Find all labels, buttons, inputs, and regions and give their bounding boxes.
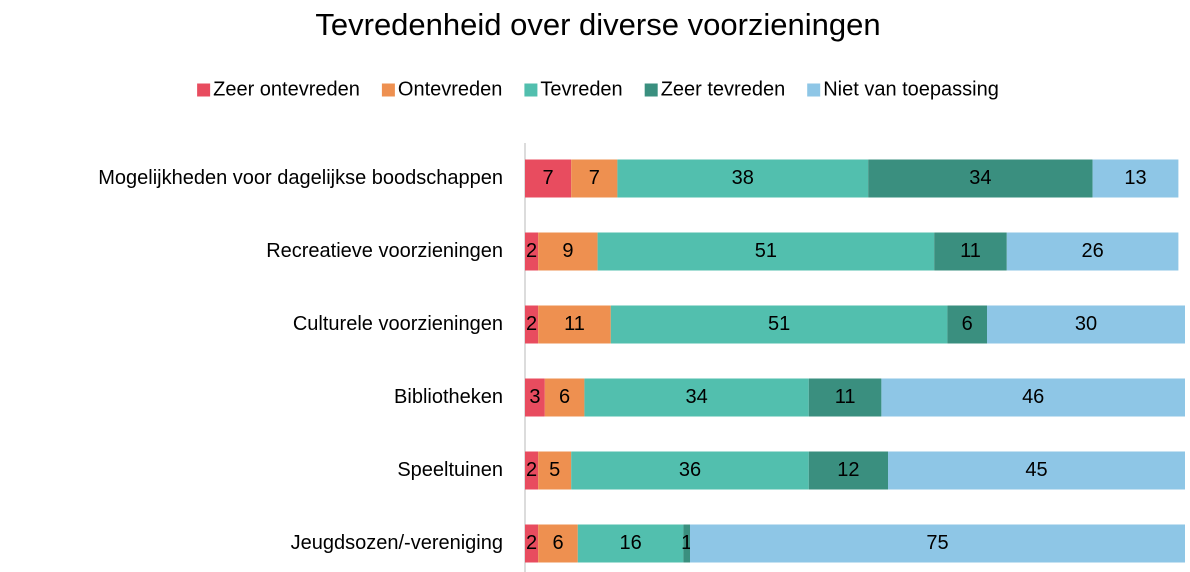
bar-segment (808, 378, 882, 417)
data-label: 11 (564, 313, 585, 335)
data-label: 46 (1022, 386, 1044, 408)
data-label: 6 (552, 532, 563, 554)
data-label: 2 (526, 240, 537, 262)
bar-segment (610, 305, 948, 344)
data-label: 38 (732, 167, 754, 189)
legend-swatch (524, 83, 538, 97)
bar-segment (538, 451, 572, 490)
data-label: 7 (543, 167, 554, 189)
bar-segment (947, 305, 987, 344)
data-label: 7 (589, 167, 600, 189)
data-label: 51 (755, 240, 777, 262)
legend-swatch (644, 83, 658, 97)
data-label: 11 (960, 240, 981, 262)
data-label: 36 (679, 459, 701, 481)
legend-label: Zeer tevreden (661, 78, 786, 100)
bar-segment (525, 232, 539, 271)
legend-label: Zeer ontevreden (213, 78, 360, 100)
legend-label: Tevreden (540, 78, 622, 100)
data-label: 2 (526, 459, 537, 481)
bar-segment (987, 305, 1185, 344)
legend-swatch (197, 83, 211, 97)
bar-segment (571, 451, 809, 490)
bar-segment (881, 378, 1185, 417)
bar-segment (617, 159, 869, 198)
y-tick-label: Jeugdsozen/-vereniging (291, 532, 503, 554)
bar-segment (525, 378, 545, 417)
data-label: 13 (1124, 167, 1146, 189)
data-label: 6 (559, 386, 570, 408)
bar-segment (1092, 159, 1179, 198)
data-label: 30 (1075, 313, 1097, 335)
data-label: 3 (529, 386, 540, 408)
bar-segment (584, 378, 809, 417)
data-label: 34 (685, 386, 707, 408)
bar-segment (525, 305, 539, 344)
data-label: 1 (681, 532, 692, 554)
data-label: 9 (562, 240, 573, 262)
bar-segment (571, 159, 618, 198)
data-label: 51 (768, 313, 790, 335)
data-label: 26 (1081, 240, 1103, 262)
bar-segment (525, 451, 539, 490)
legend-label: Niet van toepassing (823, 78, 999, 100)
bar-segment (525, 524, 539, 563)
data-label: 45 (1025, 459, 1047, 481)
bar-segment (690, 524, 1185, 563)
bar-segment (597, 232, 935, 271)
y-tick-label: Bibliotheken (394, 386, 503, 408)
data-label: 2 (526, 313, 537, 335)
y-tick-label: Speeltuinen (397, 459, 503, 481)
data-label: 16 (619, 532, 641, 554)
data-label: 2 (526, 532, 537, 554)
data-label: 11 (835, 386, 856, 408)
bar-segment (1006, 232, 1179, 271)
y-tick-label: Mogelijkheden voor dagelijkse boodschapp… (98, 167, 503, 189)
legend-swatch (381, 83, 395, 97)
y-tick-label: Recreatieve voorzieningen (266, 240, 503, 262)
data-label: 34 (969, 167, 991, 189)
bar-segment (538, 232, 598, 271)
bar-segment (888, 451, 1185, 490)
bar-segment (868, 159, 1093, 198)
bar-segment (538, 524, 578, 563)
bar-segment (544, 378, 585, 417)
legend-swatch (807, 83, 821, 97)
bar-segment (808, 451, 888, 490)
data-label: 75 (926, 532, 948, 554)
bar-segment (525, 159, 572, 198)
bar-segment (934, 232, 1007, 271)
data-label: 12 (837, 459, 859, 481)
bar-segment (577, 524, 684, 563)
y-tick-label: Culturele voorzieningen (293, 313, 503, 335)
data-label: 5 (549, 459, 560, 481)
bar-segment (683, 524, 690, 563)
legend-label: Ontevreden (398, 78, 503, 100)
bar-segment (538, 305, 611, 344)
data-label: 6 (962, 313, 973, 335)
chart-title: Tevredenheid over diverse voorzieningen (315, 7, 880, 42)
